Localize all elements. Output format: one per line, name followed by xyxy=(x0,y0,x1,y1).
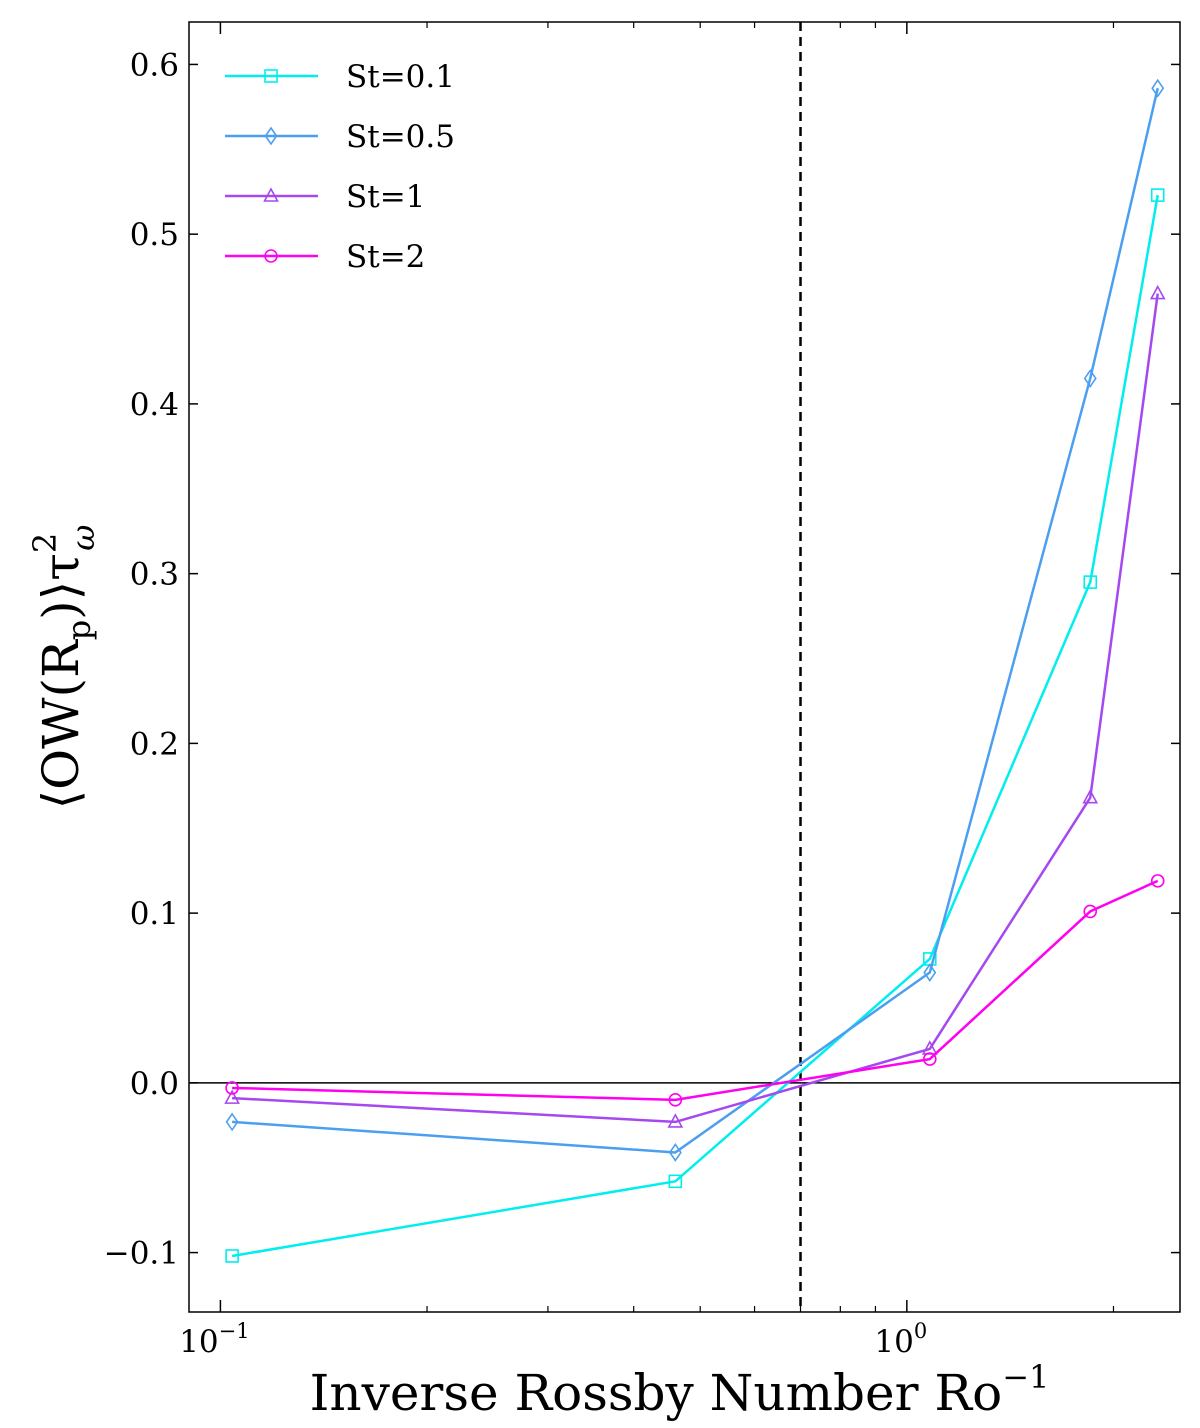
y-tick-label: 0.2 xyxy=(130,726,179,762)
data-point xyxy=(225,1249,239,1263)
data-point xyxy=(668,1174,683,1189)
y-axis-title-subscript: p xyxy=(60,620,98,640)
axis-ticks: −0.10.00.10.20.30.40.50.610−1 100 xyxy=(104,22,1180,1360)
legend-label: St=0.1 xyxy=(346,59,455,95)
y-axis-title-tau-subscript: ω xyxy=(64,525,102,551)
data-point xyxy=(667,1113,684,1128)
y-tick-label: −0.1 xyxy=(104,1236,179,1272)
x-tick-label: 10−1 xyxy=(179,1319,249,1360)
legend-item: St=2 xyxy=(225,239,425,275)
x-tick-label-exponent: 0 xyxy=(914,1319,927,1343)
series-layer xyxy=(224,78,1166,1263)
y-tick-label: 0.1 xyxy=(130,896,179,932)
series-line xyxy=(232,87,1159,1154)
data-point xyxy=(1082,789,1099,804)
legend-item: St=1 xyxy=(225,179,425,215)
reference-lines xyxy=(189,22,1180,1312)
data-point xyxy=(1083,369,1097,388)
data-point xyxy=(224,1089,240,1104)
legend-label: St=0.5 xyxy=(346,119,455,155)
x-axis-title-text: Inverse Rossby Number Ro xyxy=(310,1364,1003,1422)
x-axis-title: Inverse Rossby Number Ro−1 xyxy=(310,1358,1050,1422)
series-line xyxy=(232,293,1159,1124)
data-point xyxy=(921,1040,938,1055)
y-axis-title-tail: )⟩τ xyxy=(32,553,90,620)
data-point xyxy=(225,1112,239,1132)
y-tick-label: 0.0 xyxy=(130,1066,179,1102)
legend-item: St=0.1 xyxy=(225,59,455,95)
legend-label: St=2 xyxy=(346,239,425,275)
legend-swatch-marker xyxy=(264,69,278,83)
series-line xyxy=(231,194,1159,1258)
y-tick-label: 0.4 xyxy=(130,387,179,423)
data-point xyxy=(1149,284,1166,300)
series-st-0-5 xyxy=(225,78,1165,1162)
y-axis-title: ⟨OW(Rp)⟩τ2ω xyxy=(26,525,102,810)
legend-item: St=0.5 xyxy=(225,119,455,155)
data-point xyxy=(923,963,937,982)
data-point xyxy=(1150,874,1165,888)
data-point xyxy=(668,1093,683,1107)
series-st-2 xyxy=(225,874,1165,1107)
x-axis-title-superscript: −1 xyxy=(1002,1358,1049,1396)
y-tick-label: 0.3 xyxy=(130,557,179,593)
series-line xyxy=(232,879,1159,1102)
x-tick-label-exponent: −1 xyxy=(219,1319,250,1343)
x-tick-label-base: 10 xyxy=(179,1324,218,1360)
plot-frame xyxy=(188,21,1181,1313)
y-tick-label: 0.6 xyxy=(130,47,179,83)
y-tick-label: 0.5 xyxy=(130,217,179,253)
x-tick-label: 100 xyxy=(874,1319,927,1360)
data-point xyxy=(1083,904,1098,919)
series-st-1 xyxy=(224,284,1166,1128)
data-point xyxy=(225,1081,239,1095)
legend-swatch-marker xyxy=(264,126,278,146)
legend-label: St=1 xyxy=(346,179,425,215)
y-axis-title-prefix: ⟨OW(R xyxy=(32,639,90,809)
data-point xyxy=(668,1143,682,1162)
x-tick-label-base: 10 xyxy=(874,1324,913,1360)
legend-swatch-marker xyxy=(263,187,279,202)
y-axis-title-tau-superscript: 2 xyxy=(26,533,64,553)
data-point xyxy=(1151,78,1165,98)
series-st-0-1 xyxy=(225,188,1165,1263)
legend-swatch-marker xyxy=(264,249,278,263)
legend: St=0.1 St=0.5 St=1 St=2 xyxy=(225,59,455,275)
data-point xyxy=(922,1052,937,1066)
data-point xyxy=(1150,188,1165,202)
data-point xyxy=(1083,575,1098,589)
